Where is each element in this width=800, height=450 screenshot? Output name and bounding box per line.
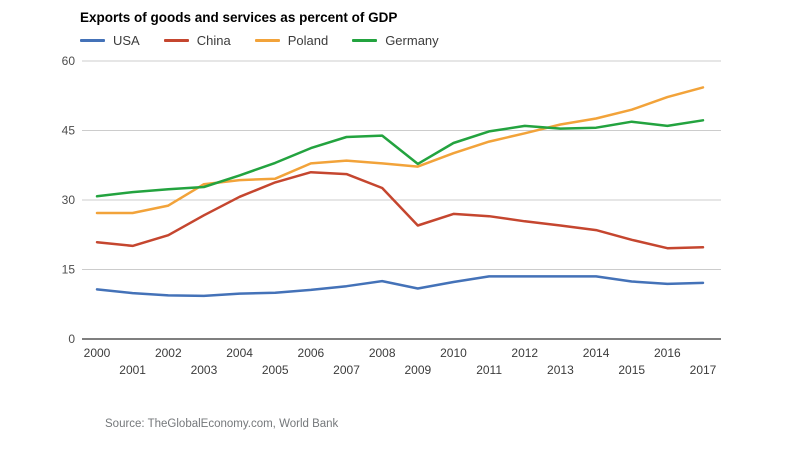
x-tick-label: 2016 bbox=[654, 346, 681, 360]
x-tick-label: 2017 bbox=[690, 363, 717, 377]
x-tick-label: 2006 bbox=[298, 346, 325, 360]
x-tick-label: 2011 bbox=[476, 363, 502, 377]
legend-item-china: China bbox=[163, 33, 231, 48]
x-tick-label: 2008 bbox=[369, 346, 396, 360]
chart-title: Exports of goods and services as percent… bbox=[80, 10, 398, 25]
x-tick-label: 2005 bbox=[262, 363, 289, 377]
x-tick-label: 2009 bbox=[404, 363, 431, 377]
x-tick-label: 2014 bbox=[583, 346, 610, 360]
source-note: Source: TheGlobalEconomy.com, World Bank bbox=[105, 418, 339, 430]
series-line-usa bbox=[95, 275, 705, 298]
germany-line-swatch-icon bbox=[352, 39, 378, 42]
legend-label-usa: USA bbox=[113, 33, 140, 48]
x-tick-label: 2003 bbox=[191, 363, 218, 377]
legend-item-usa: USA bbox=[80, 33, 140, 48]
x-tick-label: 2012 bbox=[511, 346, 538, 360]
x-tick-label: 2001 bbox=[119, 363, 146, 377]
series-line-germany bbox=[95, 119, 705, 198]
series-line-china bbox=[95, 170, 705, 250]
x-tick-label: 2002 bbox=[155, 346, 182, 360]
y-tick-label: 45 bbox=[62, 124, 76, 138]
legend-item-poland: Poland bbox=[254, 33, 329, 48]
x-tick-label: 2004 bbox=[226, 346, 253, 360]
x-tick-label: 2015 bbox=[618, 363, 645, 377]
x-tick-label: 2007 bbox=[333, 363, 360, 377]
legend-label-china: China bbox=[196, 33, 231, 48]
poland-line-swatch-icon bbox=[254, 39, 280, 42]
legend-item-germany: Germany bbox=[352, 33, 439, 48]
chart-legend: USA China Poland Germany bbox=[80, 33, 463, 48]
legend-label-germany: Germany bbox=[385, 33, 439, 48]
x-tick-label: 2013 bbox=[547, 363, 574, 377]
china-line-swatch-icon bbox=[163, 39, 189, 42]
x-tick-label: 2000 bbox=[84, 346, 111, 360]
y-tick-label: 15 bbox=[62, 263, 76, 277]
y-tick-label: 60 bbox=[62, 54, 76, 68]
x-tick-label: 2010 bbox=[440, 346, 467, 360]
y-tick-label: 30 bbox=[62, 193, 76, 207]
usa-line-swatch-icon bbox=[80, 39, 105, 42]
y-tick-label: 0 bbox=[68, 332, 75, 346]
legend-label-poland: Poland bbox=[287, 33, 329, 48]
